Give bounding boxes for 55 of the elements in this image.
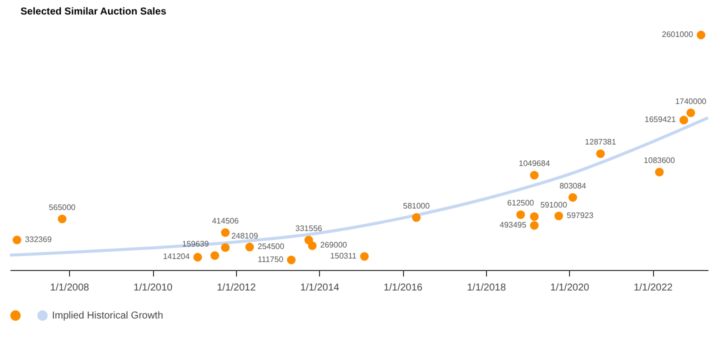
point [360, 252, 369, 261]
point [220, 228, 230, 237]
data-label: 591000 [540, 200, 568, 210]
point [530, 212, 539, 221]
x-tick-label: 1/1/2008 [50, 282, 90, 294]
data-label: 493495 [500, 220, 527, 230]
data-label: 111750 [258, 254, 284, 264]
point [530, 221, 539, 230]
point [286, 256, 296, 264]
point [696, 30, 706, 40]
point [568, 193, 578, 202]
x-tick-label: 1/1/2014 [300, 282, 340, 294]
data-label: 248109 [231, 232, 259, 241]
data-label: 1740000 [675, 96, 707, 106]
x-tick-label: 1/1/2016 [384, 282, 423, 294]
x-tick-label: 1/1/2012 [216, 282, 256, 294]
point [12, 236, 22, 244]
point [554, 212, 564, 220]
data-label: 1083600 [644, 156, 676, 166]
point [210, 251, 220, 260]
point [308, 241, 317, 250]
point [655, 168, 664, 176]
data-label: 254500 [258, 242, 285, 252]
data-label: 612500 [507, 198, 535, 208]
data-label: 1049684 [518, 159, 550, 168]
point [530, 170, 539, 180]
x-tick-label: 1/1/2018 [466, 282, 506, 294]
legend-label: Implied Historical Growth [52, 310, 164, 322]
point [220, 243, 230, 252]
data-label: 1287381 [584, 138, 617, 147]
data-label: 581000 [402, 202, 430, 211]
data-label: 141204 [163, 252, 190, 262]
chart-title: Selected Similar Auction Sales [20, 6, 167, 18]
data-label: 1659421 [644, 115, 676, 124]
data-label: 414506 [212, 216, 240, 226]
data-label: 332369 [24, 234, 52, 244]
point [679, 116, 688, 124]
x-tick-label: 1/1/2020 [550, 282, 590, 294]
x-tick-label: 1/1/2022 [634, 282, 674, 294]
point [516, 210, 525, 219]
point [193, 252, 202, 262]
data-label: 2601000 [662, 30, 694, 39]
data-label: 269000 [320, 240, 348, 250]
point [412, 213, 421, 222]
data-label: 597923 [566, 210, 594, 220]
data-label: 803084 [559, 181, 587, 190]
x-tick-label: 1/1/2010 [134, 282, 173, 294]
point [686, 108, 696, 118]
data-label: 331556 [295, 224, 323, 234]
point [58, 214, 66, 224]
data-label: 150311 [330, 251, 357, 260]
point [245, 242, 254, 252]
data-label: 565000 [48, 202, 76, 212]
point [596, 149, 605, 158]
data-label: 159639 [182, 240, 210, 249]
